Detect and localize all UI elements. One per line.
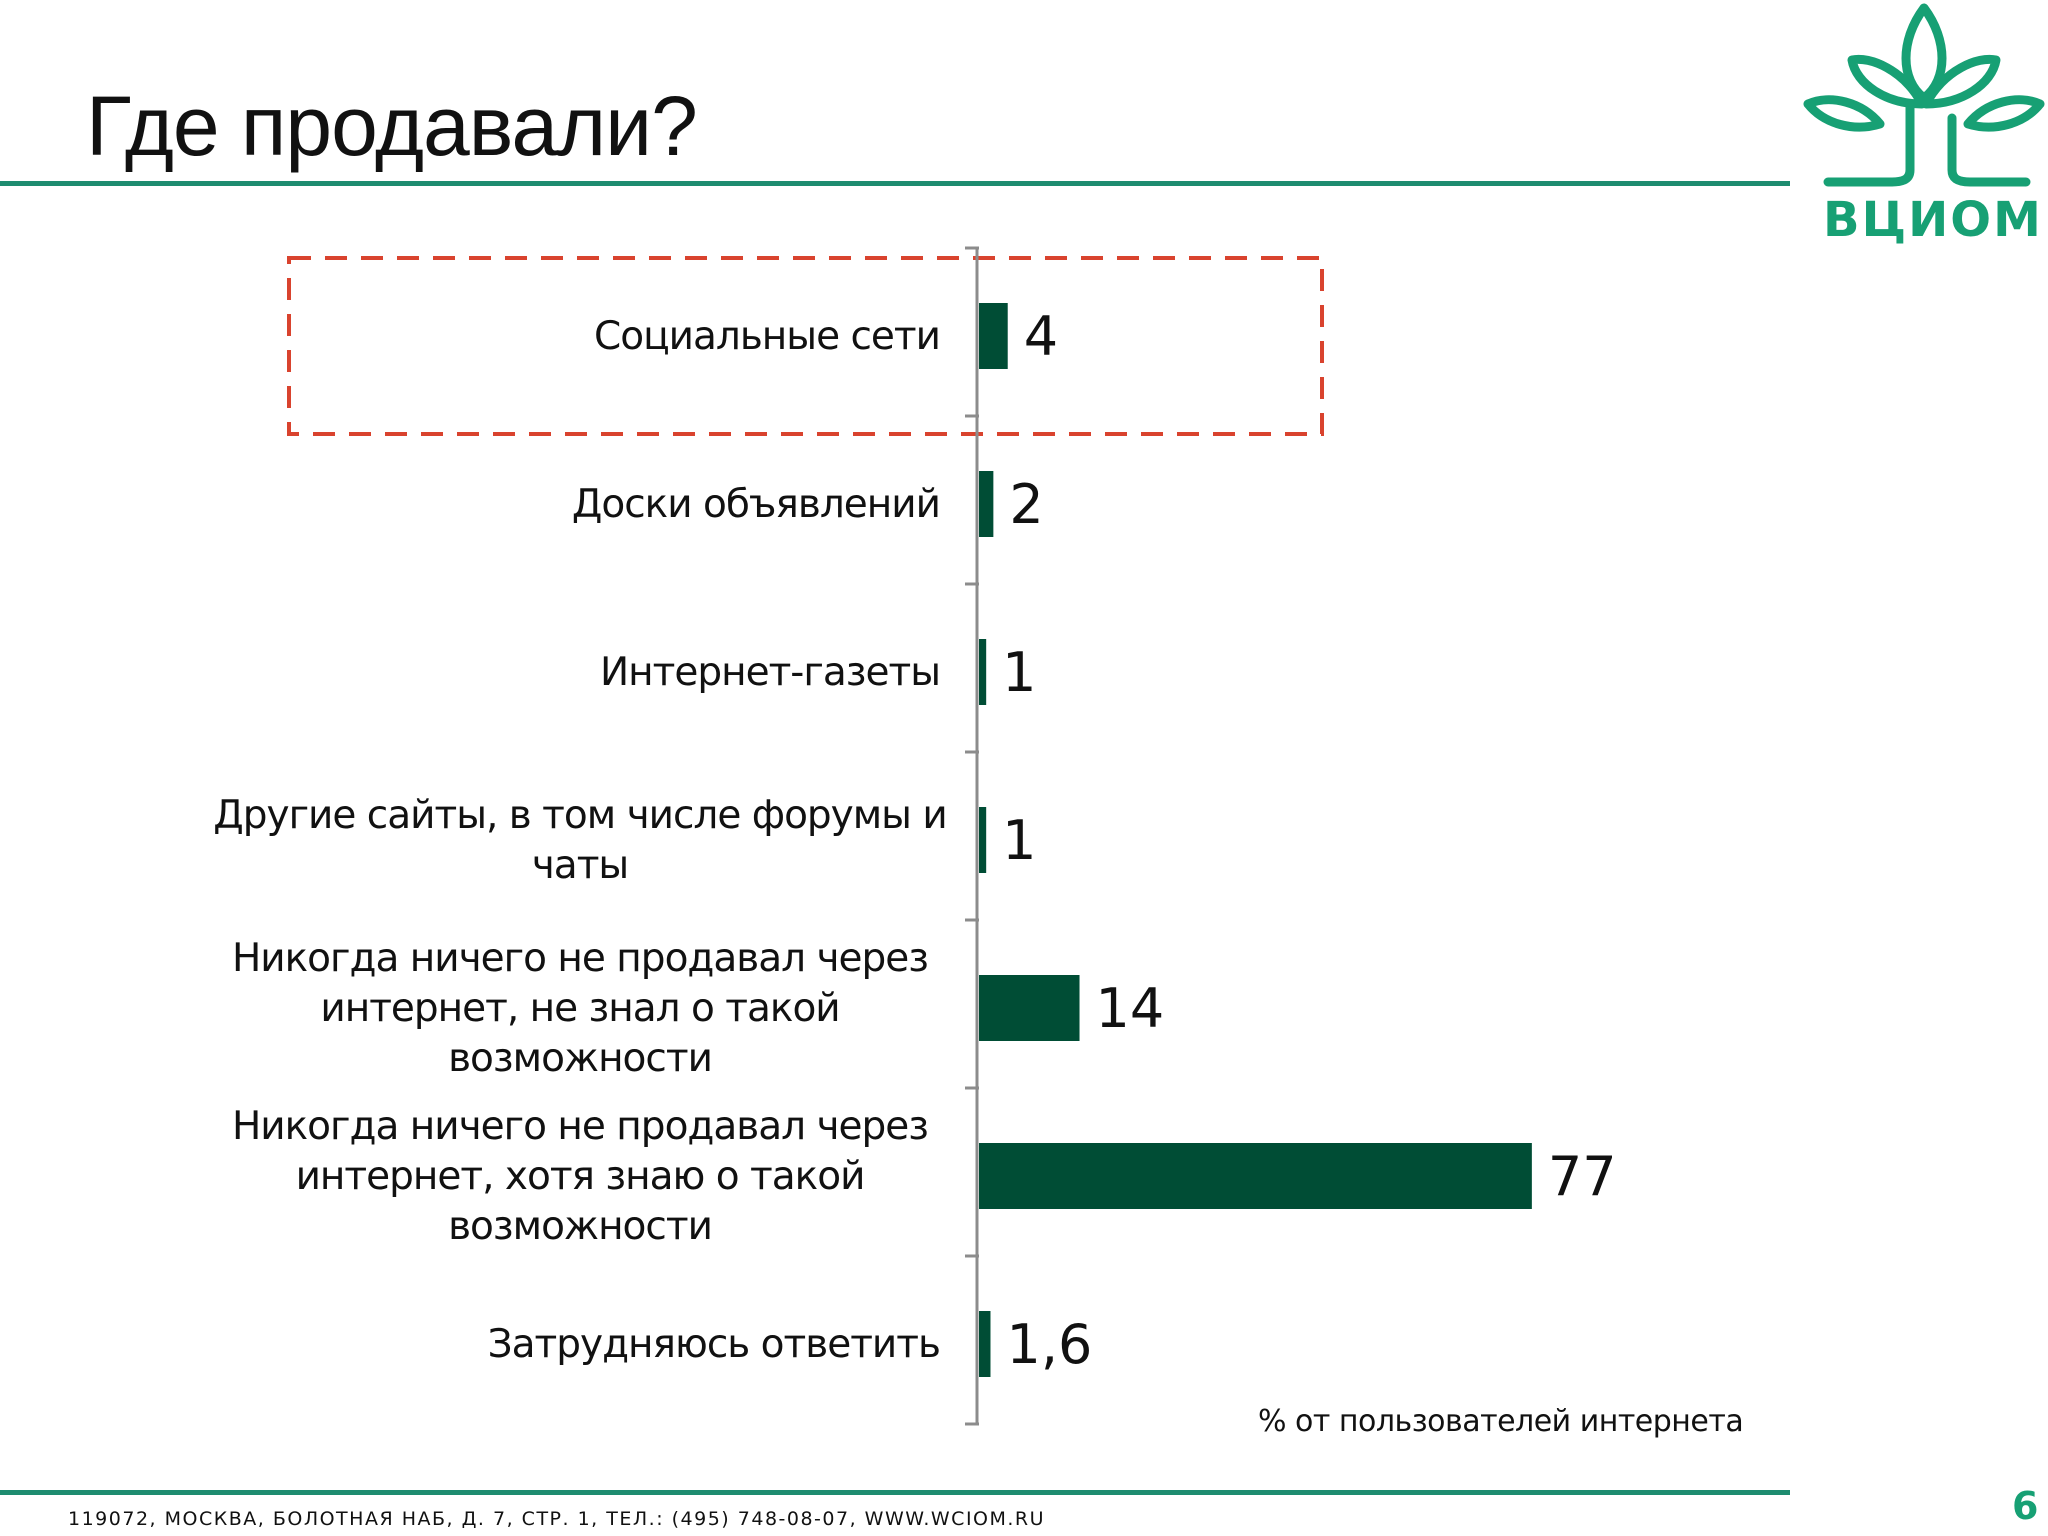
category-label-line: Никогда ничего не продавал через (232, 936, 928, 981)
category-label-line: интернет, хотя знаю о такой (296, 1154, 865, 1199)
value-labels: 4 2 1 1 14 77 1,6 (1002, 305, 1616, 1376)
footer-divider (0, 1490, 1790, 1495)
data-label: 1 (1002, 641, 1036, 704)
category-labels: Социальные сети Доски объявлений Интернет-… (213, 314, 947, 1367)
data-label: 77 (1548, 1145, 1617, 1208)
unit-note: % от пользователей интернета (1258, 1404, 1744, 1439)
bar (979, 975, 1080, 1041)
bar (979, 471, 994, 537)
page-title: Где продавали? (86, 79, 698, 173)
axis-ticks (965, 246, 979, 1426)
bar (979, 303, 1008, 369)
category-label-line: возможности (448, 1204, 712, 1249)
category-label-line: возможности (448, 1036, 712, 1081)
page-number: 6 (2012, 1484, 2039, 1528)
header-divider (0, 181, 1790, 186)
highlight-box (287, 256, 1324, 436)
wciom-tree-logo-icon (1803, 3, 2045, 187)
data-label: 1,6 (1006, 1313, 1092, 1376)
category-label: Доски объявлений (572, 482, 940, 527)
category-label: Никогда ничего не продавал через интернет… (232, 936, 928, 1081)
category-label-line: интернет, не знал о такой (320, 986, 839, 1031)
category-label: Другие сайты, в том числе форумы и чаты (213, 793, 946, 888)
category-label-line: Интернет-газеты (600, 650, 940, 695)
bars (979, 303, 1532, 1377)
bar (979, 807, 987, 873)
category-label: Затрудняюсь ответить (488, 1322, 940, 1367)
data-label: 2 (1009, 473, 1043, 536)
category-label: Социальные сети (594, 314, 940, 359)
category-label-line: Доски объявлений (572, 482, 940, 527)
category-label-line: чаты (532, 843, 628, 888)
footer-address: 119072, МОСКВА, БОЛОТНАЯ НАБ, Д. 7, СТР.… (68, 1508, 1046, 1530)
data-label: 4 (1024, 305, 1058, 368)
category-label: Никогда ничего не продавал через интернет… (232, 1104, 928, 1249)
data-label: 14 (1096, 977, 1165, 1040)
bar (979, 1311, 991, 1377)
category-label-line: Затрудняюсь ответить (488, 1322, 940, 1367)
category-label-line: Социальные сети (594, 314, 940, 359)
category-label: Интернет-газеты (600, 650, 940, 695)
category-label-line: Никогда ничего не продавал через (232, 1104, 928, 1149)
data-label: 1 (1002, 809, 1036, 872)
bar (979, 639, 987, 705)
logo-wordmark: ВЦИОМ (1823, 192, 2043, 248)
bar (979, 1143, 1532, 1209)
category-label-line: Другие сайты, в том числе форумы и (213, 793, 946, 838)
